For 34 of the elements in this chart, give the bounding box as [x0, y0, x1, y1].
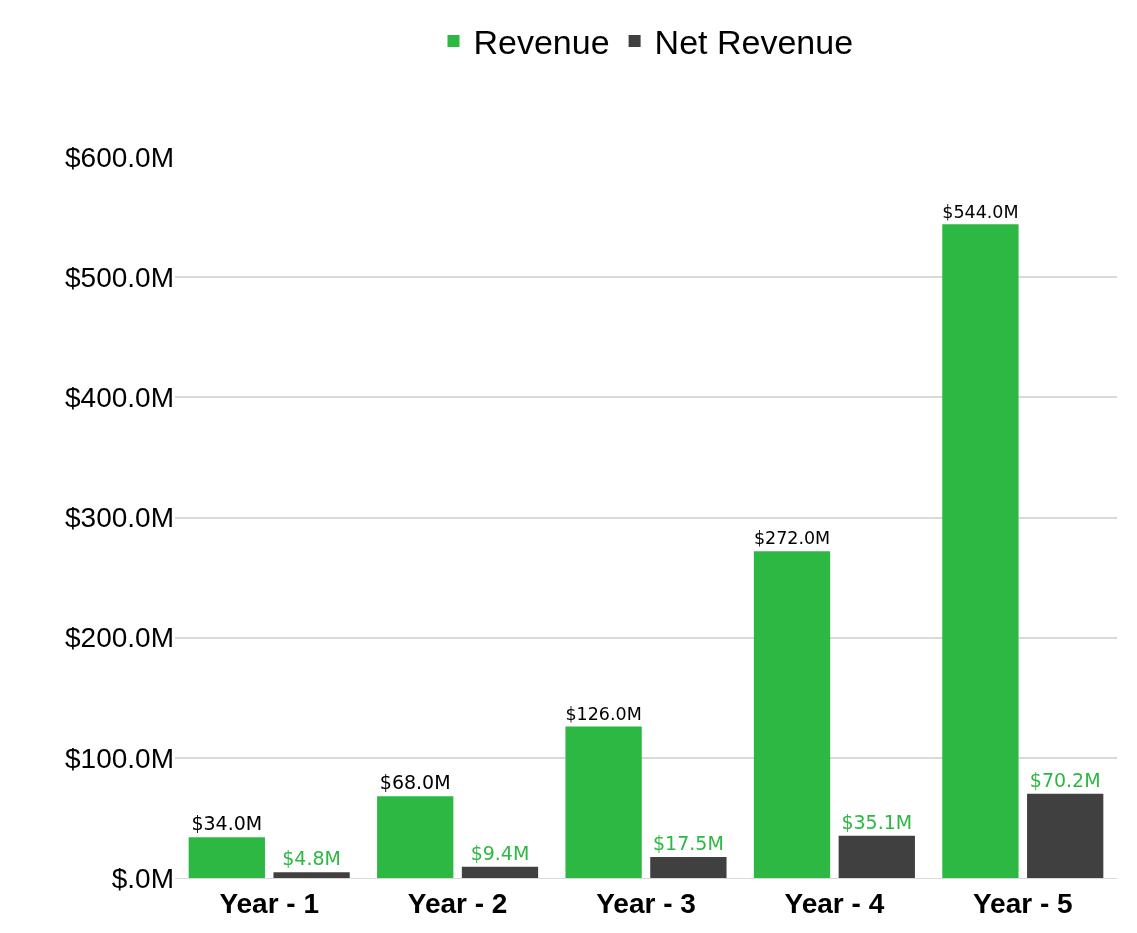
legend-label: Revenue: [473, 23, 610, 62]
y-tick-label: $200.0M: [65, 622, 174, 654]
data-label: $126.0M: [565, 703, 642, 724]
data-label: $544.0M: [942, 201, 1019, 222]
y-tick-label: $300.0M: [65, 502, 174, 534]
legend-label: Net Revenue: [654, 23, 854, 62]
bar: [753, 551, 831, 878]
data-label: $272.0M: [753, 528, 831, 549]
y-tick-label: $100.0M: [65, 742, 174, 774]
x-tick-label: Year - 3: [596, 887, 696, 919]
bar: [377, 796, 454, 878]
y-tick-label: $600.0M: [65, 141, 174, 173]
x-tick-label: Year - 2: [407, 887, 508, 919]
x-tick-label: Year - 5: [972, 887, 1073, 919]
data-label: $34.0M: [191, 812, 263, 835]
bar: [650, 856, 727, 878]
x-tick-label: Year - 1: [219, 887, 320, 919]
data-label: $17.5M: [652, 831, 724, 854]
data-label: $9.4M: [470, 841, 530, 864]
data-label: $68.0M: [379, 771, 451, 794]
bar: [565, 726, 642, 878]
y-tick-label: $.0M: [111, 862, 174, 894]
y-tick-label: $400.0M: [65, 382, 174, 414]
bar: [838, 835, 915, 878]
bar: [1027, 793, 1104, 878]
data-label: $4.8M: [282, 847, 341, 870]
bar: [273, 872, 350, 878]
data-label: $35.1M: [841, 810, 913, 833]
bar: [461, 866, 539, 878]
y-tick-label: $500.0M: [65, 261, 174, 293]
data-label: $70.2M: [1029, 768, 1101, 791]
x-tick-label: Year - 4: [784, 887, 885, 919]
bar: [188, 837, 265, 878]
bar: [942, 224, 1019, 878]
